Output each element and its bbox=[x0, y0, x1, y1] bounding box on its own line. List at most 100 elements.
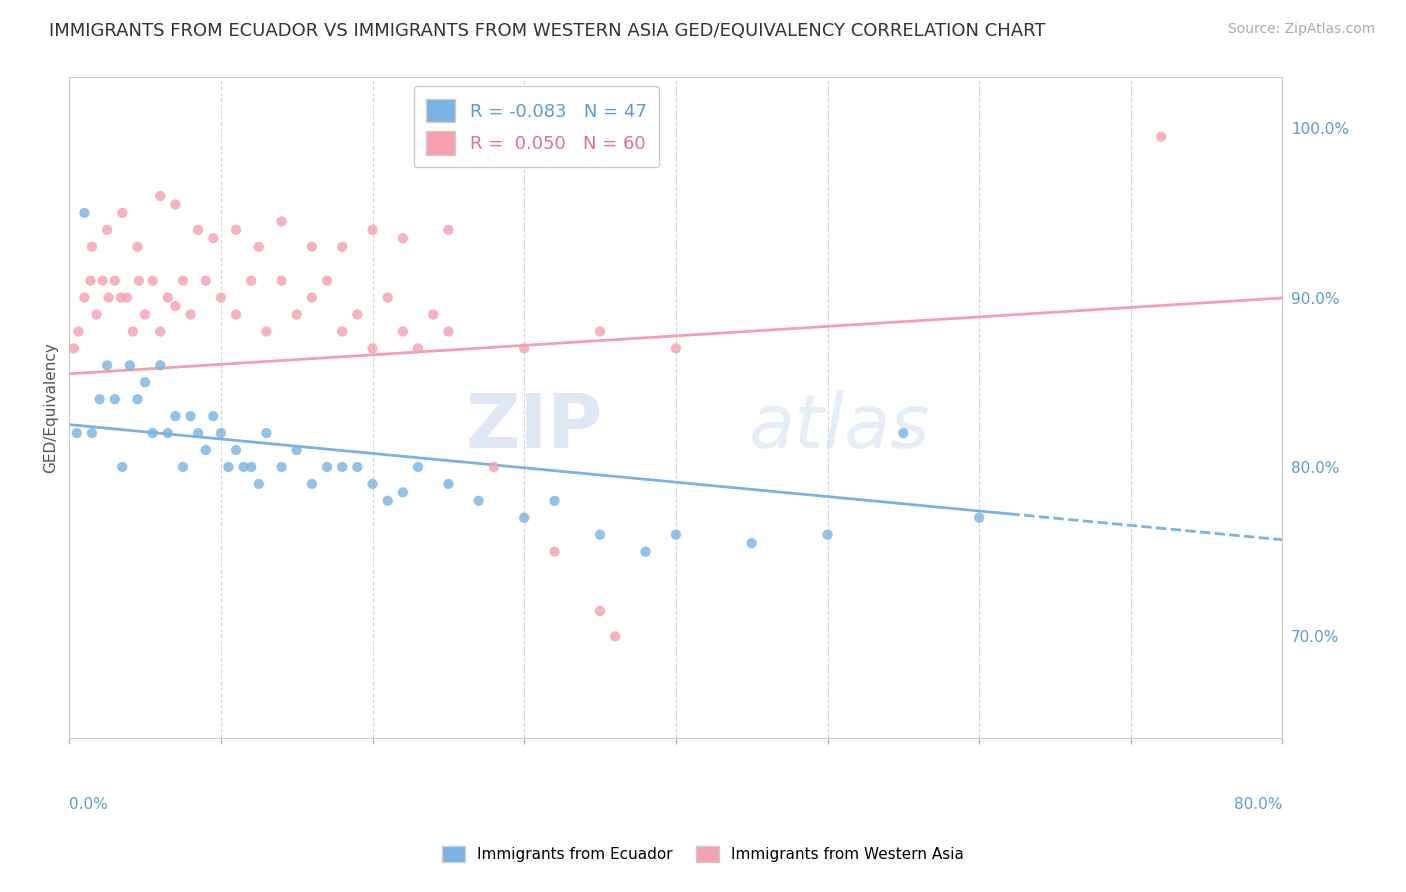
Point bbox=[187, 223, 209, 237]
Point bbox=[165, 409, 187, 424]
Point bbox=[172, 459, 194, 474]
Point bbox=[817, 527, 839, 541]
Point bbox=[605, 629, 627, 643]
Point bbox=[96, 359, 118, 373]
Text: ZIP: ZIP bbox=[465, 391, 603, 464]
Point bbox=[240, 274, 263, 288]
Point bbox=[270, 274, 292, 288]
Point bbox=[741, 536, 763, 550]
Point bbox=[142, 426, 165, 441]
Point bbox=[513, 342, 536, 356]
Point bbox=[589, 604, 612, 618]
Point bbox=[361, 223, 384, 237]
Point bbox=[270, 214, 292, 228]
Point bbox=[172, 274, 194, 288]
Point bbox=[285, 443, 308, 458]
Point bbox=[62, 342, 84, 356]
Point bbox=[104, 392, 127, 407]
Point bbox=[89, 392, 111, 407]
Point bbox=[149, 359, 172, 373]
Point bbox=[254, 325, 277, 339]
Point bbox=[634, 544, 657, 558]
Point bbox=[437, 223, 460, 237]
Point bbox=[247, 240, 270, 254]
Point bbox=[104, 274, 127, 288]
Point bbox=[122, 325, 145, 339]
Point bbox=[437, 476, 460, 491]
Point bbox=[73, 291, 96, 305]
Point bbox=[377, 493, 399, 508]
Point bbox=[79, 274, 101, 288]
Point bbox=[665, 342, 688, 356]
Point bbox=[330, 240, 353, 254]
Point bbox=[142, 274, 165, 288]
Point bbox=[165, 299, 187, 313]
Point bbox=[217, 459, 239, 474]
Legend: R = -0.083   N = 47, R =  0.050   N = 60: R = -0.083 N = 47, R = 0.050 N = 60 bbox=[413, 87, 659, 167]
Point bbox=[66, 426, 89, 441]
Point bbox=[301, 291, 323, 305]
Point bbox=[406, 459, 429, 474]
Point bbox=[270, 459, 292, 474]
Point bbox=[589, 527, 612, 541]
Point bbox=[156, 291, 179, 305]
Text: 0.0%: 0.0% bbox=[69, 797, 108, 813]
Point bbox=[967, 510, 990, 524]
Point bbox=[316, 274, 339, 288]
Point bbox=[149, 325, 172, 339]
Point bbox=[97, 291, 120, 305]
Point bbox=[422, 308, 444, 322]
Point bbox=[180, 308, 202, 322]
Point bbox=[225, 308, 247, 322]
Point bbox=[361, 342, 384, 356]
Point bbox=[209, 426, 232, 441]
Point bbox=[202, 409, 225, 424]
Point bbox=[73, 206, 96, 220]
Point bbox=[225, 223, 247, 237]
Point bbox=[225, 443, 247, 458]
Point bbox=[111, 206, 134, 220]
Point bbox=[392, 231, 415, 245]
Point bbox=[156, 426, 179, 441]
Point bbox=[80, 426, 103, 441]
Point bbox=[194, 274, 217, 288]
Text: IMMIGRANTS FROM ECUADOR VS IMMIGRANTS FROM WESTERN ASIA GED/EQUIVALENCY CORRELAT: IMMIGRANTS FROM ECUADOR VS IMMIGRANTS FR… bbox=[49, 22, 1046, 40]
Text: 80.0%: 80.0% bbox=[1234, 797, 1282, 813]
Point bbox=[346, 459, 368, 474]
Point bbox=[67, 325, 90, 339]
Legend: Immigrants from Ecuador, Immigrants from Western Asia: Immigrants from Ecuador, Immigrants from… bbox=[436, 840, 970, 868]
Point bbox=[361, 476, 384, 491]
Point bbox=[406, 342, 429, 356]
Point bbox=[543, 493, 565, 508]
Point bbox=[543, 544, 565, 558]
Point bbox=[134, 308, 156, 322]
Point bbox=[115, 291, 138, 305]
Text: atlas: atlas bbox=[748, 392, 929, 464]
Point bbox=[513, 510, 536, 524]
Point bbox=[118, 359, 141, 373]
Point bbox=[330, 459, 353, 474]
Point bbox=[194, 443, 217, 458]
Y-axis label: GED/Equivalency: GED/Equivalency bbox=[44, 343, 58, 473]
Point bbox=[330, 325, 353, 339]
Point bbox=[96, 223, 118, 237]
Point bbox=[891, 426, 914, 441]
Point bbox=[110, 291, 132, 305]
Point bbox=[127, 392, 149, 407]
Point bbox=[86, 308, 108, 322]
Point bbox=[437, 325, 460, 339]
Point bbox=[149, 189, 172, 203]
Point bbox=[80, 240, 103, 254]
Point bbox=[180, 409, 202, 424]
Point bbox=[377, 291, 399, 305]
Point bbox=[301, 240, 323, 254]
Point bbox=[240, 459, 263, 474]
Point bbox=[91, 274, 114, 288]
Point bbox=[301, 476, 323, 491]
Point bbox=[254, 426, 277, 441]
Point bbox=[392, 485, 415, 500]
Point bbox=[127, 240, 149, 254]
Point bbox=[482, 459, 505, 474]
Point bbox=[111, 459, 134, 474]
Point bbox=[209, 291, 232, 305]
